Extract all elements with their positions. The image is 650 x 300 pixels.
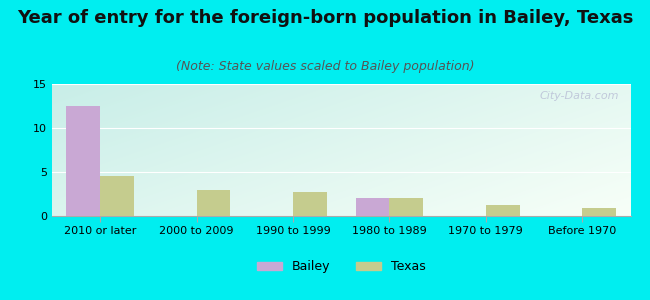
Text: City-Data.com: City-Data.com [540, 91, 619, 100]
Bar [196, 190, 230, 216]
Bar [100, 176, 134, 216]
Text: Year of entry for the foreign-born population in Bailey, Texas: Year of entry for the foreign-born popul… [17, 9, 633, 27]
Bar [582, 208, 616, 216]
Bar [486, 205, 519, 216]
Legend: Bailey, Texas: Bailey, Texas [252, 255, 430, 278]
Bar [293, 192, 327, 216]
Text: (Note: State values scaled to Bailey population): (Note: State values scaled to Bailey pop… [176, 60, 474, 73]
Bar [356, 198, 389, 216]
Bar [66, 106, 100, 216]
Bar [389, 197, 423, 216]
